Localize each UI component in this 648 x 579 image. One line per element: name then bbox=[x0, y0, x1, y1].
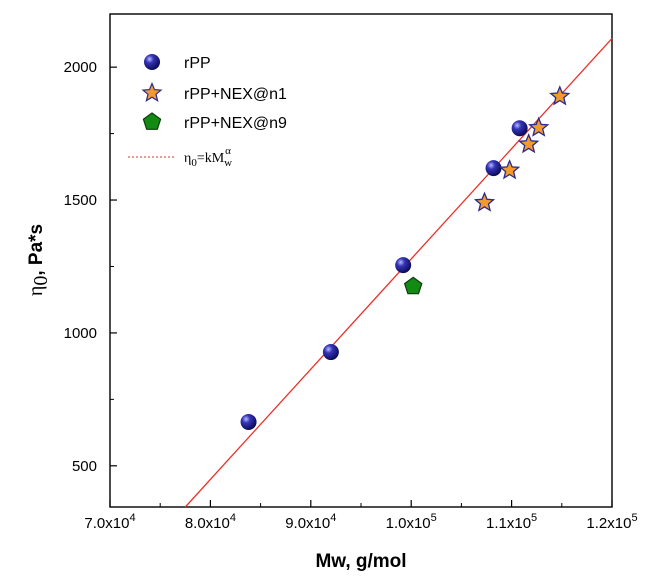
x-axis-label: Mw, g/mol bbox=[315, 551, 406, 572]
legend-label-fit: η0=kMwα bbox=[184, 145, 232, 169]
legend-marker-rpp-nex-n9 bbox=[142, 112, 162, 130]
y-axis-ticks: 500 1000 1500 2000 bbox=[64, 59, 117, 475]
x-tick-label: 9.0x104 bbox=[285, 512, 336, 532]
x-tick-label: 1.2x105 bbox=[586, 512, 637, 532]
y-axis-label: η0, Pa*s bbox=[25, 224, 52, 296]
point-rpp bbox=[485, 160, 502, 177]
legend: rPP rPP+NEX@n1 rPP+NEX@n9 η0=kMwα bbox=[128, 54, 287, 169]
y-tick-label: 1000 bbox=[64, 325, 97, 342]
point-rpp-nex-n1 bbox=[473, 191, 496, 212]
y-tick-label: 2000 bbox=[64, 59, 97, 76]
x-tick-label: 8.0x104 bbox=[185, 512, 236, 532]
x-axis-ticks: 7.0x104 8.0x104 9.0x104 1.0x105 1.1x105 1.2x1… bbox=[84, 500, 638, 532]
fit-line-layer bbox=[184, 38, 613, 508]
legend-marker-rpp bbox=[144, 54, 160, 70]
point-rpp-nex-n1 bbox=[549, 85, 571, 106]
point-rpp bbox=[240, 413, 257, 430]
x-tick-label: 1.0x105 bbox=[386, 512, 437, 532]
point-rpp bbox=[322, 344, 339, 361]
y-axis-label-subscript: 0 bbox=[30, 276, 52, 286]
point-rpp-nex-n1 bbox=[498, 159, 521, 180]
point-rpp-nex-n9 bbox=[403, 276, 423, 295]
fit-line bbox=[184, 38, 613, 508]
legend-label-rpp: rPP bbox=[184, 55, 211, 72]
point-rpp bbox=[511, 120, 528, 137]
point-rpp bbox=[395, 257, 412, 274]
point-rpp-nex-n1 bbox=[528, 116, 550, 137]
x-tick-label: 1.1x105 bbox=[486, 512, 537, 532]
point-rpp-nex-n1 bbox=[517, 132, 540, 154]
legend-label-rpp-nex-n9: rPP+NEX@n9 bbox=[184, 115, 287, 132]
y-tick-label: 1500 bbox=[64, 192, 97, 209]
y-tick-label: 500 bbox=[72, 458, 97, 475]
y-axis-label-symbol: η bbox=[25, 286, 47, 296]
legend-marker-rpp-nex-n1 bbox=[141, 81, 163, 102]
y-axis-label-unit: , Pa*s bbox=[26, 224, 47, 276]
data-points bbox=[240, 85, 571, 430]
legend-label-rpp-nex-n1: rPP+NEX@n1 bbox=[184, 86, 287, 103]
x-tick-label: 7.0x104 bbox=[84, 512, 135, 532]
